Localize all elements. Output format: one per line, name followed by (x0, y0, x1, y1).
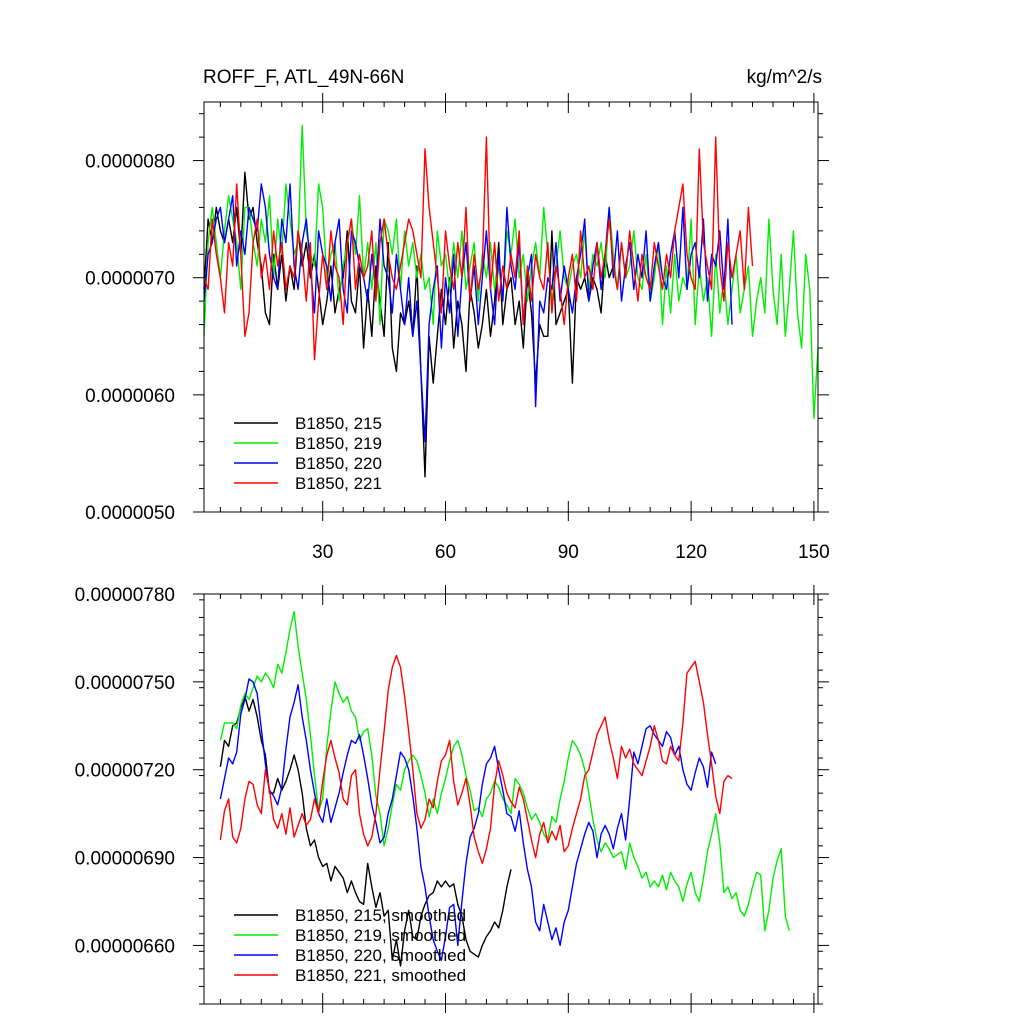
legend-label: B1850, 215, smoothed (295, 906, 466, 925)
series-line-1 (203, 171, 614, 478)
legend-label: B1850, 215 (295, 414, 382, 433)
legend-label: B1850, 220 (295, 454, 382, 473)
series-line-4 (219, 654, 733, 865)
bottom-panel: 0.00000660 0.00000690 0.00000720 0.00000750… (75, 585, 829, 1013)
bottom-series-lines (219, 610, 790, 967)
series-line-3 (203, 183, 733, 443)
y-tick-label: 0.00000660 (75, 936, 175, 957)
legend-label: B1850, 220, smoothed (295, 946, 466, 965)
legend-label: B1850, 219, smoothed (295, 926, 466, 945)
y-tick-label: 0.0000080 (85, 152, 175, 173)
series-line-4 (203, 136, 754, 361)
legend-label: B1850, 221 (295, 474, 382, 493)
legend-label: B1850, 219 (295, 434, 382, 453)
top-panel: 30 60 90 120 150 0.0000050 0.0000060 0.0000070 0… (85, 93, 830, 563)
top-series-lines (203, 124, 819, 478)
y-tick-label: 0.00000750 (75, 673, 175, 694)
y-tick-label: 0.0000050 (85, 503, 175, 524)
x-tick-label: 120 (675, 542, 707, 563)
y-tick-label: 0.00000720 (75, 761, 175, 782)
chart-title: ROFF_F, ATL_49N-66N (203, 67, 404, 88)
top-axis-ticks (193, 93, 829, 521)
y-tick-label: 0.0000060 (85, 386, 175, 407)
x-tick-label: 90 (558, 542, 579, 563)
chart-units: kg/m^2/s (747, 67, 822, 88)
x-tick-label: 150 (798, 542, 830, 563)
bottom-axis-labels: 0.00000660 0.00000690 0.00000720 0.00000750… (75, 585, 175, 957)
legend-label: B1850, 221, smoothed (295, 966, 466, 985)
y-tick-label: 0.00000690 (75, 849, 175, 870)
y-tick-label: 0.00000780 (75, 585, 175, 606)
y-tick-label: 0.0000070 (85, 269, 175, 290)
bottom-axis-ticks (193, 585, 829, 1013)
top-axis-labels: 30 60 90 120 150 0.0000050 0.0000060 0.0000070 0… (85, 152, 830, 563)
top-plot-frame (203, 101, 819, 513)
x-tick-label: 30 (312, 542, 333, 563)
bottom-plot-frame (203, 593, 819, 1005)
x-tick-label: 60 (435, 542, 456, 563)
